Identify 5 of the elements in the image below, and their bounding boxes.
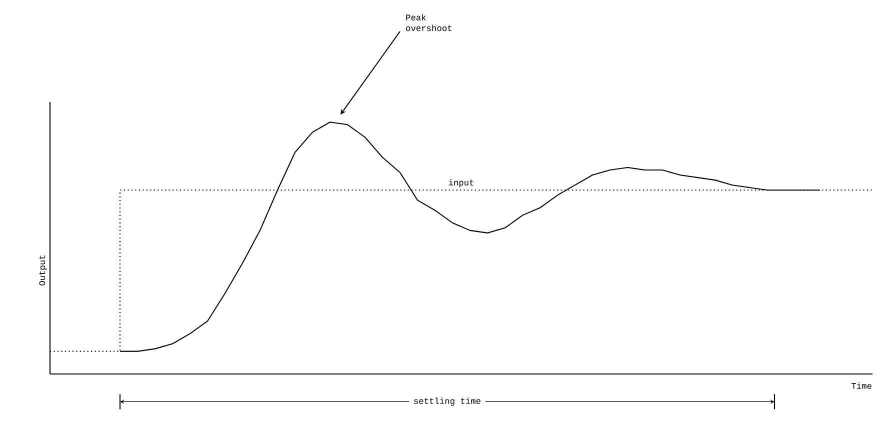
x-axis-title: Time <box>852 382 872 389</box>
text: Peak overshoot <box>406 14 452 32</box>
series-label: input <box>448 179 474 188</box>
text: settling time <box>414 398 480 406</box>
y-axis-title: Output <box>39 256 47 286</box>
